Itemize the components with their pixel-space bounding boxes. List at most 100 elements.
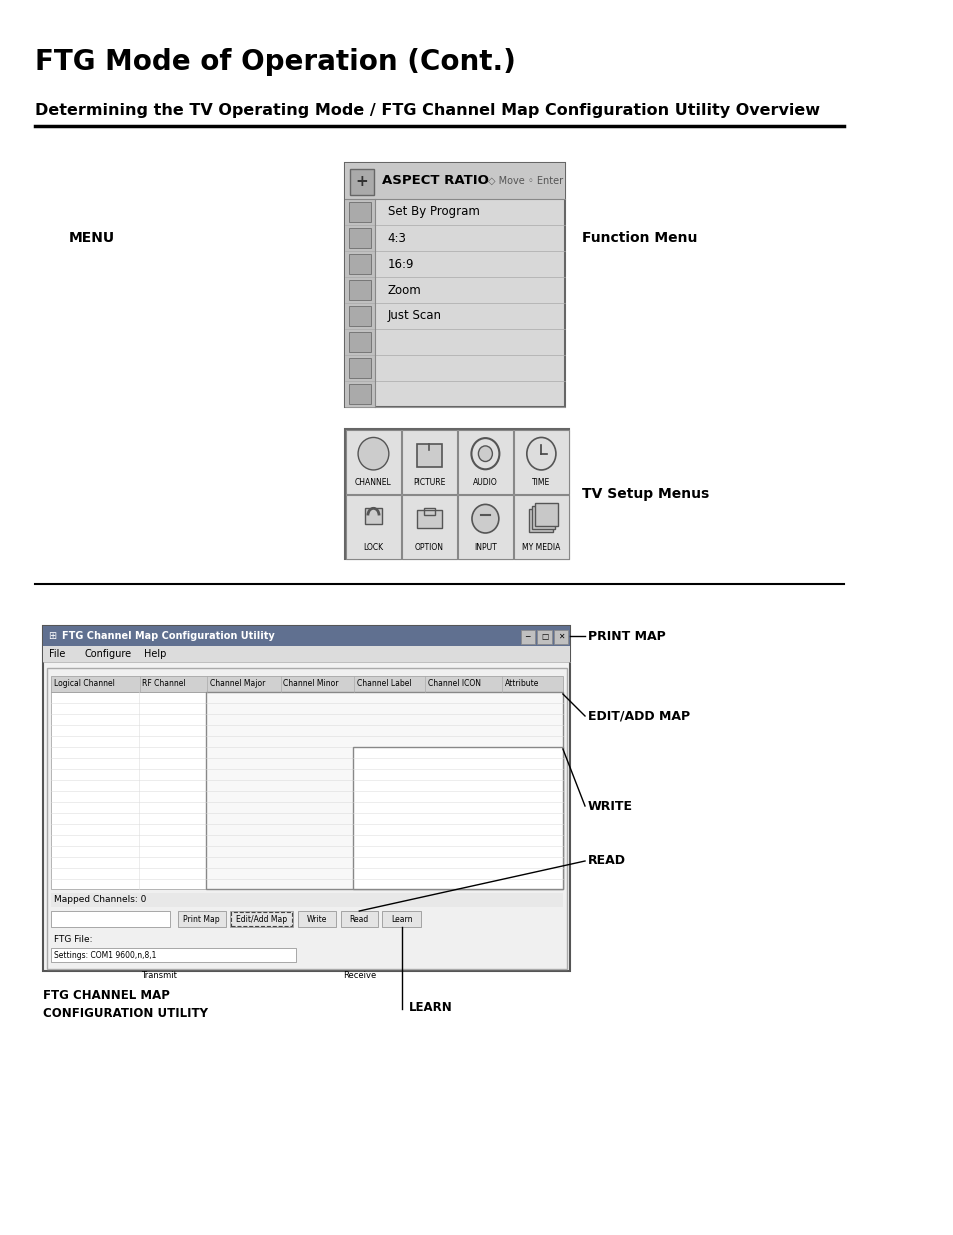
Ellipse shape bbox=[526, 437, 556, 471]
Bar bbox=[514, 494, 568, 558]
Text: Function Menu: Function Menu bbox=[581, 231, 697, 245]
Text: Print Map: Print Map bbox=[183, 914, 220, 924]
Bar bbox=[51, 911, 171, 927]
Bar bbox=[43, 626, 570, 646]
Text: Just Scan: Just Scan bbox=[388, 310, 441, 322]
Text: ◇ Move: ◇ Move bbox=[488, 177, 524, 186]
Bar bbox=[382, 911, 420, 927]
Ellipse shape bbox=[357, 437, 389, 471]
Text: FTG CHANNEL MAP
CONFIGURATION UTILITY: FTG CHANNEL MAP CONFIGURATION UTILITY bbox=[43, 989, 208, 1020]
Bar bbox=[345, 163, 564, 199]
Bar bbox=[537, 630, 551, 643]
Text: READ: READ bbox=[587, 855, 625, 867]
Bar bbox=[349, 280, 371, 300]
Text: Write: Write bbox=[307, 914, 327, 924]
Text: RF Channel: RF Channel bbox=[142, 679, 186, 688]
Text: FTG Channel Map Configuration Utility: FTG Channel Map Configuration Utility bbox=[62, 631, 274, 641]
Text: Receive: Receive bbox=[342, 972, 375, 981]
Text: □: □ bbox=[540, 631, 548, 641]
Text: Learn: Learn bbox=[391, 914, 412, 924]
Text: INPUT: INPUT bbox=[474, 543, 497, 552]
Text: MY MEDIA: MY MEDIA bbox=[521, 543, 560, 552]
Text: Mapped Channels: 0: Mapped Channels: 0 bbox=[54, 895, 147, 904]
Text: MENU: MENU bbox=[69, 231, 115, 245]
Text: Settings: COM1 9600,n,8,1: Settings: COM1 9600,n,8,1 bbox=[54, 951, 156, 960]
Bar bbox=[349, 203, 371, 222]
Text: Logical Channel: Logical Channel bbox=[54, 679, 115, 688]
Bar bbox=[349, 332, 371, 352]
Text: ◦ Enter: ◦ Enter bbox=[527, 177, 562, 186]
Bar bbox=[43, 646, 570, 662]
Text: Configure: Configure bbox=[85, 650, 132, 659]
Bar bbox=[297, 911, 335, 927]
Bar bbox=[340, 911, 377, 927]
Bar bbox=[365, 508, 381, 524]
Bar bbox=[401, 430, 456, 494]
Text: ASPECT RATIO: ASPECT RATIO bbox=[382, 174, 489, 188]
Text: ─: ─ bbox=[525, 631, 530, 641]
Bar bbox=[457, 494, 513, 558]
Bar bbox=[47, 668, 566, 969]
Bar bbox=[345, 199, 375, 408]
Text: Channel Major: Channel Major bbox=[210, 679, 265, 688]
Bar bbox=[350, 169, 374, 195]
Text: FTG Mode of Operation (Cont.): FTG Mode of Operation (Cont.) bbox=[35, 48, 516, 77]
Text: Set By Program: Set By Program bbox=[388, 205, 479, 219]
Text: Edit/Add Map: Edit/Add Map bbox=[235, 914, 287, 924]
Bar bbox=[520, 630, 535, 643]
Bar bbox=[553, 630, 568, 643]
Text: ⊞: ⊞ bbox=[49, 631, 56, 641]
Text: CHANNEL: CHANNEL bbox=[355, 478, 392, 487]
Bar bbox=[231, 911, 292, 926]
Bar bbox=[457, 430, 513, 494]
Text: File: File bbox=[49, 650, 65, 659]
Bar bbox=[349, 228, 371, 248]
Bar bbox=[51, 893, 562, 906]
Bar bbox=[51, 948, 295, 962]
Bar bbox=[353, 747, 562, 889]
Ellipse shape bbox=[477, 446, 492, 462]
Text: TV Setup Menus: TV Setup Menus bbox=[581, 487, 709, 501]
Bar bbox=[349, 358, 371, 378]
Text: 16:9: 16:9 bbox=[388, 258, 414, 270]
Bar bbox=[345, 163, 564, 408]
Text: +: + bbox=[355, 173, 368, 189]
Text: Channel Label: Channel Label bbox=[356, 679, 411, 688]
Bar bbox=[349, 384, 371, 404]
Text: Zoom: Zoom bbox=[388, 284, 421, 296]
Text: 4:3: 4:3 bbox=[388, 231, 406, 245]
Text: LEARN: LEARN bbox=[409, 1002, 453, 1014]
Text: Help: Help bbox=[144, 650, 167, 659]
Text: WRITE: WRITE bbox=[587, 799, 632, 813]
Bar bbox=[51, 692, 562, 889]
Bar bbox=[529, 509, 552, 532]
Text: AUDIO: AUDIO bbox=[473, 478, 497, 487]
Bar bbox=[346, 494, 400, 558]
Bar bbox=[423, 508, 435, 515]
Bar bbox=[416, 510, 441, 529]
Bar bbox=[206, 692, 562, 889]
Bar bbox=[534, 503, 558, 526]
Text: Read: Read bbox=[350, 914, 369, 924]
Bar bbox=[345, 429, 569, 559]
Bar bbox=[43, 626, 570, 971]
Text: PICTURE: PICTURE bbox=[413, 478, 445, 487]
Bar bbox=[349, 306, 371, 326]
Bar bbox=[531, 506, 555, 529]
Bar bbox=[349, 254, 371, 274]
Bar bbox=[401, 494, 456, 558]
Text: Channel ICON: Channel ICON bbox=[427, 679, 480, 688]
Text: LOCK: LOCK bbox=[363, 543, 383, 552]
Text: EDIT/ADD MAP: EDIT/ADD MAP bbox=[587, 709, 689, 722]
Bar bbox=[416, 443, 441, 467]
Text: PRINT MAP: PRINT MAP bbox=[587, 630, 665, 642]
Text: Transmit: Transmit bbox=[141, 972, 177, 981]
Bar bbox=[346, 430, 400, 494]
Bar bbox=[51, 676, 562, 692]
Text: Channel Minor: Channel Minor bbox=[283, 679, 338, 688]
Text: ✕: ✕ bbox=[558, 631, 563, 641]
Ellipse shape bbox=[472, 504, 498, 534]
Bar bbox=[514, 430, 568, 494]
Text: OPTION: OPTION bbox=[415, 543, 443, 552]
Text: Attribute: Attribute bbox=[504, 679, 538, 688]
